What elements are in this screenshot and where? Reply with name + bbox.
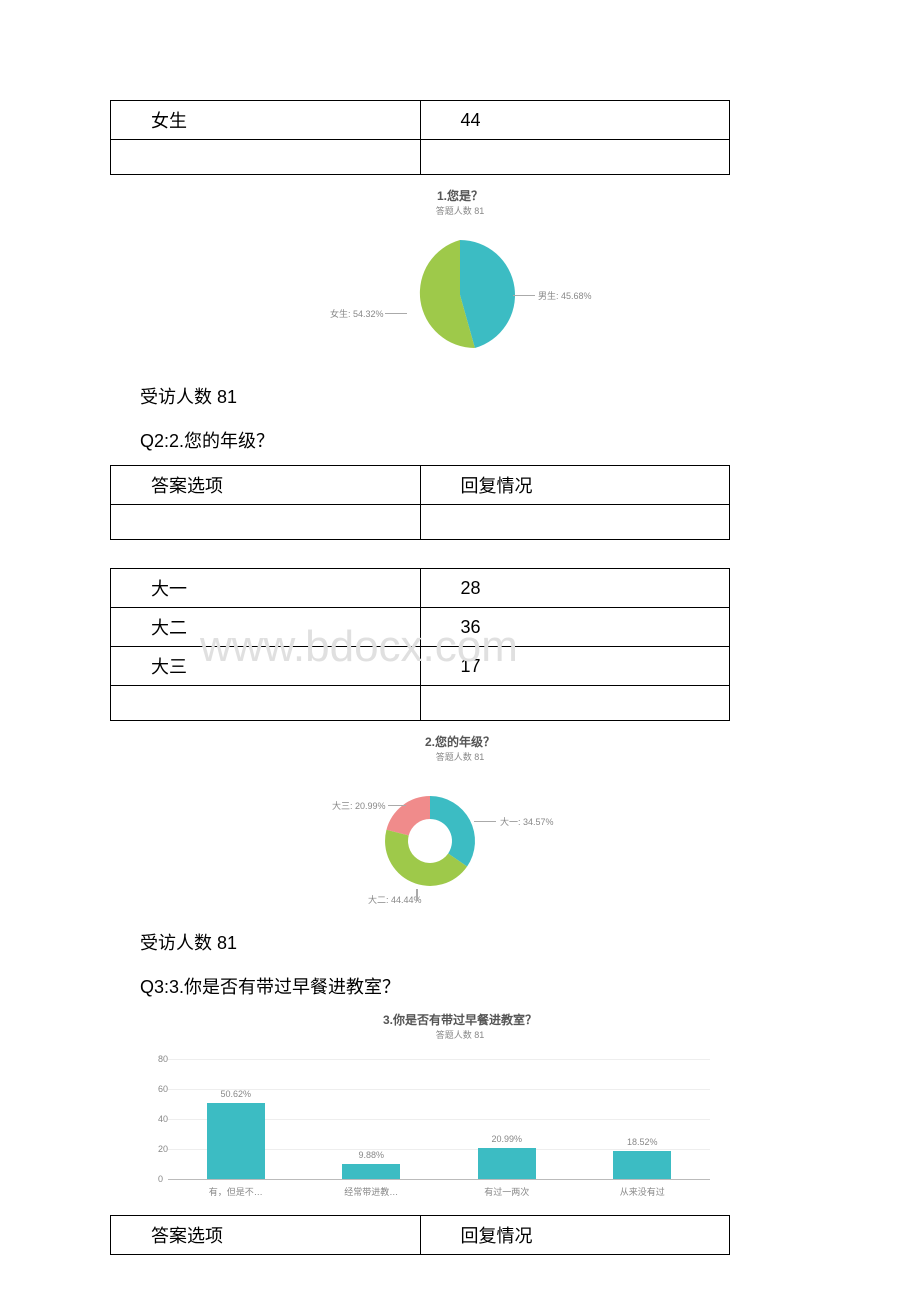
bar xyxy=(342,1164,400,1179)
pie-svg xyxy=(230,225,690,365)
q3-header-table: 答案选项 回复情况 xyxy=(110,1215,730,1255)
y-tick: 20 xyxy=(158,1144,168,1154)
bar-category-label: 经常带进教… xyxy=(316,1185,426,1198)
bar-value-label: 20.99% xyxy=(467,1134,547,1144)
table-row: 大三 17 xyxy=(111,647,730,686)
donut-label-3: 大三: 20.99% xyxy=(332,799,386,812)
cell: 大二 xyxy=(111,608,421,647)
cell: 女生 xyxy=(111,101,421,140)
chart-subtitle: 答题人数 81 xyxy=(110,204,810,217)
cell: 答案选项 xyxy=(111,1216,421,1255)
donut-label-1: 大一: 34.57% xyxy=(500,815,554,828)
q3-bar-chart: 3.你是否有带过早餐进教室？ 答题人数 81 0 20 40 60 80 50.62% 有，… xyxy=(110,1011,810,1209)
q1-table: 女生 44 xyxy=(110,100,730,175)
bar-category-label: 有过一两次 xyxy=(452,1185,562,1198)
q1-pie-chart: 1.您是？ 答题人数 81 男生: 45.68% 女生: 54.32% xyxy=(110,187,810,365)
cell: 28 xyxy=(420,569,730,608)
bar xyxy=(478,1148,536,1179)
leader-line xyxy=(388,805,406,806)
table-row xyxy=(111,505,730,540)
chart-subtitle: 答题人数 81 xyxy=(110,1028,810,1041)
leader-line xyxy=(474,821,496,822)
cell: 答案选项 xyxy=(111,466,421,505)
respondents-2: 受访人数 81 xyxy=(140,929,810,955)
cell: 大一 xyxy=(111,569,421,608)
bar-value-label: 50.62% xyxy=(196,1089,276,1099)
bar xyxy=(613,1151,671,1179)
table-row: 答案选项 回复情况 xyxy=(111,466,730,505)
leader-line xyxy=(513,295,535,296)
cell: 回复情况 xyxy=(420,466,730,505)
y-tick: 60 xyxy=(158,1084,168,1094)
cell: 17 xyxy=(420,647,730,686)
donut-label-2: 大二: 44.44% xyxy=(368,893,422,906)
chart-title: 1.您是？ xyxy=(110,187,810,204)
q2-donut-chart: 2.您的年级？ 答题人数 81 大三: 20.99% 大一: 34.57% xyxy=(110,733,810,911)
pie-label-male: 男生: 45.68% xyxy=(538,289,592,302)
table-row xyxy=(111,686,730,721)
q2-title: Q2:2.您的年级？ xyxy=(140,427,810,453)
cell: 36 xyxy=(420,608,730,647)
cell xyxy=(111,505,421,540)
chart-title: 2.您的年级？ xyxy=(110,733,810,750)
leader-line xyxy=(385,313,407,314)
cell: 回复情况 xyxy=(420,1216,730,1255)
respondents-1: 受访人数 81 xyxy=(140,383,810,409)
table-row xyxy=(111,140,730,175)
y-tick: 40 xyxy=(158,1114,168,1124)
cell xyxy=(420,686,730,721)
table-row: 大一 28 xyxy=(111,569,730,608)
table-row: 女生 44 xyxy=(111,101,730,140)
q3-title: Q3:3.你是否有带过早餐进教室？ xyxy=(140,973,810,999)
bar-category-label: 从来没有过 xyxy=(587,1185,697,1198)
chart-subtitle: 答题人数 81 xyxy=(110,750,810,763)
bar-category-label: 有，但是不… xyxy=(181,1185,291,1198)
bar-value-label: 9.88% xyxy=(331,1150,411,1160)
cell xyxy=(420,505,730,540)
chart-title: 3.你是否有带过早餐进教室？ xyxy=(110,1011,810,1028)
cell: 大三 xyxy=(111,647,421,686)
cell: 44 xyxy=(420,101,730,140)
table-row: 答案选项 回复情况 xyxy=(111,1216,730,1255)
y-tick: 80 xyxy=(158,1054,168,1064)
cell xyxy=(111,140,421,175)
bar-value-label: 18.52% xyxy=(602,1137,682,1147)
table-row: 大二 36 xyxy=(111,608,730,647)
y-tick: 0 xyxy=(158,1174,163,1184)
leader-line xyxy=(416,889,418,901)
donut-slice-1 xyxy=(430,796,475,866)
q2-table: 大一 28 大二 36 大三 17 xyxy=(110,568,730,721)
donut-slice-3 xyxy=(386,796,430,836)
cell xyxy=(111,686,421,721)
cell xyxy=(420,140,730,175)
pie-label-female: 女生: 54.32% xyxy=(330,307,384,320)
bar xyxy=(207,1103,265,1179)
q2-header-table: 答案选项 回复情况 xyxy=(110,465,730,540)
donut-svg xyxy=(230,771,690,911)
